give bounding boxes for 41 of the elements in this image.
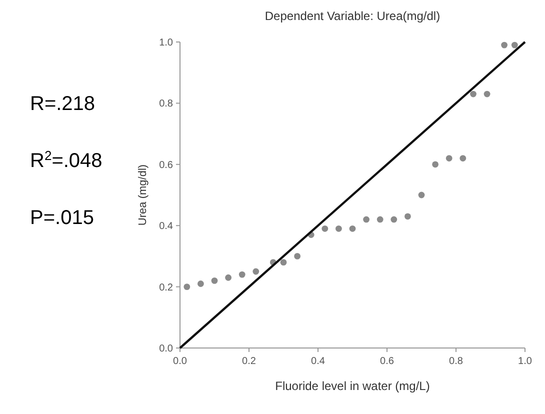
point — [446, 155, 452, 162]
y-tick-label: 1.0 — [159, 38, 174, 48]
x-tick-label: 0.4 — [311, 356, 326, 367]
point — [404, 213, 411, 220]
point — [184, 284, 190, 290]
x-tick-label: 0.8 — [449, 356, 464, 367]
point — [198, 280, 204, 287]
point — [460, 155, 466, 162]
point — [470, 90, 476, 98]
point — [511, 42, 518, 48]
point — [252, 268, 260, 275]
y-axis-title: Urea (mg/dl) — [137, 164, 149, 226]
y-tick-label: 0.2 — [159, 282, 174, 294]
chart-title: Dependent Variable: Urea(mg/dl) — [264, 9, 440, 23]
point — [322, 225, 328, 232]
x-tick-label: 1.0 — [518, 356, 532, 367]
text: R=.218 — [30, 93, 96, 115]
y-tick-label: 0.8 — [159, 98, 174, 110]
point — [418, 192, 425, 198]
y-tick-label: 0.0 — [159, 344, 174, 354]
point — [376, 216, 384, 223]
point — [484, 90, 490, 98]
x-tick-label: 0.2 — [242, 356, 256, 367]
point — [336, 225, 342, 232]
point — [238, 271, 246, 278]
point — [294, 253, 300, 260]
x-axis-title: Fluoride level in water (mg/L) — [275, 379, 430, 393]
point — [432, 161, 438, 168]
point — [349, 225, 356, 232]
point — [363, 216, 370, 223]
point — [280, 259, 287, 266]
x-tick-label: 0.0 — [173, 356, 188, 367]
text: P=.015 — [30, 207, 94, 229]
point — [501, 42, 508, 48]
x-tick-label: 0.6 — [380, 356, 394, 367]
y-tick-label: 0.4 — [159, 221, 174, 232]
y-tick-label: 0.6 — [159, 160, 174, 171]
point — [390, 216, 398, 223]
text: R$^{2}$=.048 — [30, 148, 102, 172]
point — [211, 277, 218, 284]
point — [225, 274, 232, 281]
